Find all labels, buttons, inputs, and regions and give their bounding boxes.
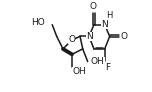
Text: OH: OH: [72, 67, 86, 76]
Text: OH: OH: [91, 57, 105, 66]
Text: HO: HO: [31, 17, 45, 26]
Text: N: N: [101, 20, 108, 29]
Text: O: O: [90, 2, 97, 11]
Text: O: O: [68, 35, 75, 44]
Text: N: N: [86, 32, 92, 41]
Text: H: H: [107, 11, 113, 20]
Text: F: F: [106, 63, 111, 72]
Text: O: O: [121, 32, 128, 41]
